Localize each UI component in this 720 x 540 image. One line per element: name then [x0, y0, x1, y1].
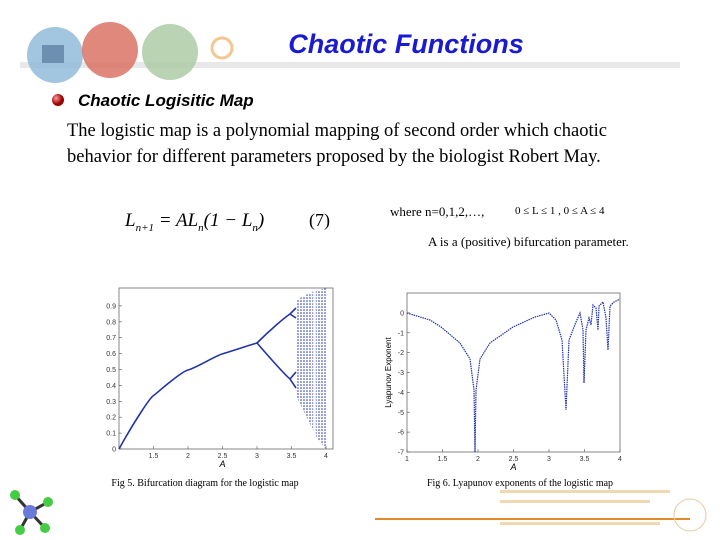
bullet-text: Chaotic Logisitic Map — [78, 91, 254, 110]
formula-part: n — [252, 222, 258, 234]
plot-frame — [406, 292, 621, 453]
bullet-icon — [52, 94, 64, 106]
figure: 1 1.5 2 2.5 3 3.5 4 0 -1 -2 -3 -4 -5 -6 -7 A Lyapunov Ex… — [384, 292, 622, 489]
y-tick-label: -6 — [398, 430, 404, 437]
y-tick-label: 0.1 — [106, 431, 116, 438]
equation-number: (7) — [309, 210, 330, 231]
x-axis-label: A — [509, 462, 516, 472]
y-tick-label: -3 — [398, 370, 404, 377]
footer-decoration — [375, 490, 707, 532]
plot-frame — [118, 287, 334, 450]
x-tick-label: 3.5 — [580, 456, 590, 463]
paragraph-line: behavior for different parameters propos… — [67, 147, 601, 167]
molecule-icon — [10, 490, 53, 535]
y-tick-label: -1 — [398, 330, 404, 337]
x-tick-label: 3 — [547, 456, 551, 463]
x-axis-label: A — [218, 459, 225, 469]
chaos-region — [296, 288, 326, 449]
periodic-window — [313, 290, 316, 440]
y-tick-label: 0.6 — [106, 351, 116, 358]
ranges: 0 ≤ L ≤ 1 , 0 ≤ A ≤ 4 — [515, 205, 605, 217]
x-tick-label: 3.5 — [287, 453, 297, 460]
y-axis-label: Lyapunov Exponent — [384, 337, 393, 408]
y-tick-label: 0.4 — [106, 383, 116, 390]
x-tick-label: 1.5 — [149, 453, 159, 460]
formula-part: (1 − L — [204, 210, 253, 231]
lyapunov-curve — [406, 298, 621, 453]
x-tick-label: 2.5 — [218, 453, 228, 460]
x-tick-label: 3 — [255, 453, 259, 460]
formula-part: = AL — [154, 210, 198, 231]
y-tick-label: -5 — [398, 410, 404, 417]
header-decoration — [20, 22, 680, 83]
formula-part: n — [198, 222, 204, 234]
y-tick-label: 0.2 — [106, 415, 116, 422]
y-tick-label: 0.3 — [106, 399, 116, 406]
figure-caption: Fig 5. Bifurcation diagram for the logis… — [111, 478, 298, 489]
y-tick-label: 0.8 — [106, 319, 116, 326]
where-text: where n=0,1,2,…, — [390, 204, 484, 219]
bifurcation-branches — [118, 307, 297, 450]
x-tick-label: 1 — [405, 456, 409, 463]
y-tick-label: 0.9 — [106, 303, 116, 310]
note: A is a (positive) bifurcation parameter. — [428, 234, 629, 249]
y-tick-label: -7 — [398, 450, 404, 457]
y-tick-label: 0.5 — [106, 367, 116, 374]
y-tick-label: 0.7 — [106, 335, 116, 342]
figure: 1.5 2 2.5 3 3.5 4 0 0.1 0.2 0.3 0.4 0.5 0.6 0.7 0.8 0.9… — [106, 287, 334, 489]
x-tick-label: 2.5 — [509, 456, 519, 463]
figure-caption: Fig 6. Lyapunov exponents of the logisti… — [427, 478, 613, 489]
paragraph-line: The logistic map is a polynomial mapping… — [67, 121, 607, 141]
formula-part: L — [124, 210, 136, 231]
y-tick-label: 0 — [112, 447, 116, 454]
x-tick-label: 2 — [186, 453, 190, 460]
formula-part: ) — [257, 210, 264, 231]
formula: Ln+1 = ALn(1 − Ln) — [124, 210, 264, 234]
x-tick-label: 1.5 — [438, 456, 448, 463]
y-tick-label: -4 — [398, 390, 404, 397]
title: Chaotic Functions — [288, 29, 524, 59]
x-tick-label: 2 — [476, 456, 480, 463]
x-tick-label: 4 — [618, 456, 622, 463]
y-tick-label: -2 — [398, 350, 404, 357]
x-tick-label: 4 — [324, 453, 328, 460]
formula-part: n+1 — [136, 222, 154, 234]
y-tick-label: 0 — [400, 310, 404, 317]
